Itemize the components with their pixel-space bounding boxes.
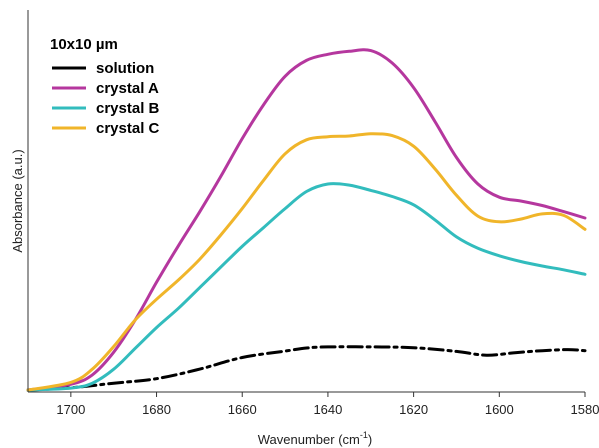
x-tick-label: 1660: [228, 402, 257, 417]
legend-label: crystal A: [96, 80, 159, 97]
x-tick-label: 1620: [399, 402, 428, 417]
plot-area: [26, 48, 587, 392]
legend-label: crystal B: [96, 100, 160, 117]
series-line-crystal-b: [26, 182, 587, 392]
series-line-crystal-c: [26, 132, 587, 392]
x-axis-title: Wavenumber (cm-1): [258, 430, 372, 447]
x-tick-label: 1640: [313, 402, 342, 417]
legend-label: crystal C: [96, 120, 160, 137]
x-tick-label: 1580: [571, 402, 599, 417]
y-axis-title: Absorbance (a.u.): [10, 149, 25, 252]
x-axis-ticks: 1700 1680 1660 1640 1620 1600 1580: [56, 392, 599, 417]
x-tick-label: 1680: [142, 402, 171, 417]
legend: 10x10 µm solution crystal A crystal B cryst…: [50, 36, 160, 137]
series-line-solution: [26, 345, 587, 392]
legend-label: solution: [96, 60, 154, 77]
x-tick-label: 1700: [56, 402, 85, 417]
legend-title: 10x10 µm: [50, 36, 118, 53]
x-tick-label: 1600: [485, 402, 514, 417]
